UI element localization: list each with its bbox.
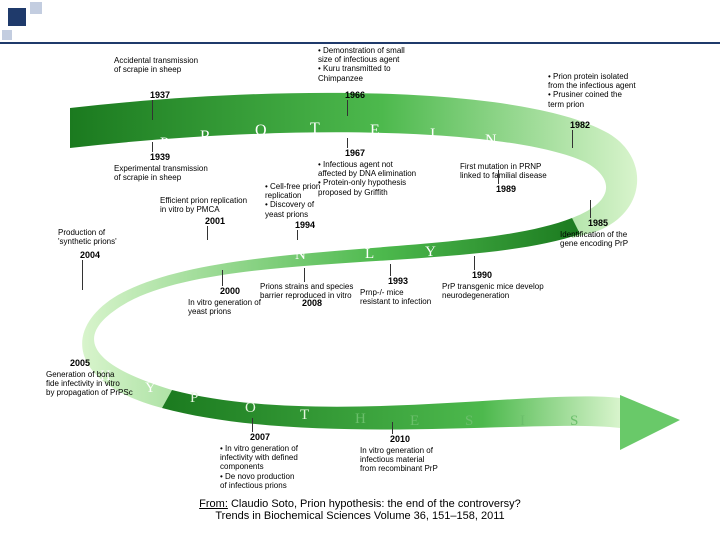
ribbon-letter: S [570, 413, 578, 430]
credit-line1: Claudio Soto, Prion hypothesis: the end … [228, 498, 521, 510]
event-tick [392, 422, 393, 434]
event-tick [252, 418, 253, 432]
event-year: 1990 [472, 270, 492, 280]
event-year: 1993 [388, 276, 408, 286]
event-year: 2004 [80, 250, 100, 260]
event-tick [347, 138, 348, 148]
ribbon-letter: O [245, 400, 256, 417]
credit-line: From: Claudio Soto, Prion hypothesis: th… [0, 498, 720, 522]
event-tick [222, 270, 223, 286]
event-tick [590, 200, 591, 218]
event-tick [297, 230, 298, 240]
event-text: In vitro generation of yeast prions [188, 298, 261, 316]
ribbon-letter: - [535, 142, 540, 160]
event-text: • Infectious agent not affected by DNA e… [318, 160, 416, 197]
event-text: Generation of bona fide infectivity in v… [46, 370, 133, 398]
accent-square-large [8, 8, 26, 26]
ribbon-letter: I [430, 126, 435, 144]
ribbon-letter: H [355, 411, 366, 428]
event-text: Efficient prion replication in vitro by … [160, 196, 247, 214]
event-text: Identification of the gene encoding PrP [560, 230, 628, 248]
event-text: Prions strains and species barrier repro… [260, 282, 353, 300]
event-tick [304, 268, 305, 282]
event-year: 1967 [345, 148, 365, 158]
event-tick [347, 100, 348, 116]
ribbon-letter: N [295, 247, 306, 264]
ribbon-letter: S [465, 413, 473, 430]
event-tick [498, 170, 499, 184]
ribbon-letter: E [410, 413, 419, 430]
event-tick [572, 130, 573, 148]
ribbon-letter: E [370, 122, 380, 140]
event-text: Prnp-/- mice resistant to infection [360, 288, 431, 306]
event-tick [82, 260, 83, 290]
ribbon-letter: Y [145, 380, 156, 397]
event-year: 1939 [150, 152, 170, 162]
accent-square-small [2, 30, 12, 40]
event-year: 2010 [390, 434, 410, 444]
event-text: PrP transgenic mice develop neurodegener… [442, 282, 544, 300]
ribbon-letter: O [240, 248, 251, 265]
event-text: • Cell-free prion replication • Discover… [265, 182, 320, 219]
ribbon-letter: O [255, 122, 267, 140]
event-year: 2000 [220, 286, 240, 296]
event-text: Experimental transmission of scrapie in … [114, 164, 208, 182]
event-year: 2007 [250, 432, 270, 442]
event-text: First mutation in PRNP linked to familia… [460, 162, 547, 180]
slide-accent [0, 0, 100, 40]
event-year: 1994 [295, 220, 315, 230]
credit-line2: Trends in Biochemical Sciences Volume 36… [215, 510, 504, 522]
accent-square-mid [30, 2, 42, 14]
ribbon-letter: Y [425, 244, 436, 261]
event-year: 1989 [496, 184, 516, 194]
event-tick [152, 100, 153, 120]
event-year: 2005 [70, 358, 90, 368]
ribbon-letter: L [365, 246, 374, 263]
event-text: In vitro generation of infectious materi… [360, 446, 438, 474]
timeline-diagram: PROTEIN-ONLYHYPOTHESIS1937Accidental tra… [40, 50, 680, 480]
ribbon-letter: I [520, 413, 525, 430]
event-text: Accidental transmission of scrapie in sh… [114, 56, 198, 74]
ribbon-letter: N [485, 132, 497, 150]
event-tick [474, 256, 475, 270]
event-text: • Prion protein isolated from the infect… [548, 72, 636, 109]
ribbon-letter: P [160, 135, 169, 153]
header-rule [0, 42, 720, 44]
event-year: 1966 [345, 90, 365, 100]
ribbon-letter: T [300, 407, 309, 424]
event-year: 1985 [588, 218, 608, 228]
ribbon-letter: R [200, 128, 211, 146]
event-text: Production of 'synthetic prions' [58, 228, 117, 246]
event-text: • In vitro generation of infectivity wit… [220, 444, 298, 490]
arrow-head [620, 395, 680, 450]
event-year: 1982 [570, 120, 590, 130]
event-text: • Demonstration of small size of infecti… [318, 46, 405, 83]
ribbon-letter: P [190, 390, 198, 407]
ribbon-letter: T [310, 120, 320, 138]
event-year: 2001 [205, 216, 225, 226]
event-tick [207, 226, 208, 240]
event-tick [152, 142, 153, 152]
event-year: 1937 [150, 90, 170, 100]
event-tick [390, 264, 391, 276]
credit-label: From: [199, 498, 228, 510]
